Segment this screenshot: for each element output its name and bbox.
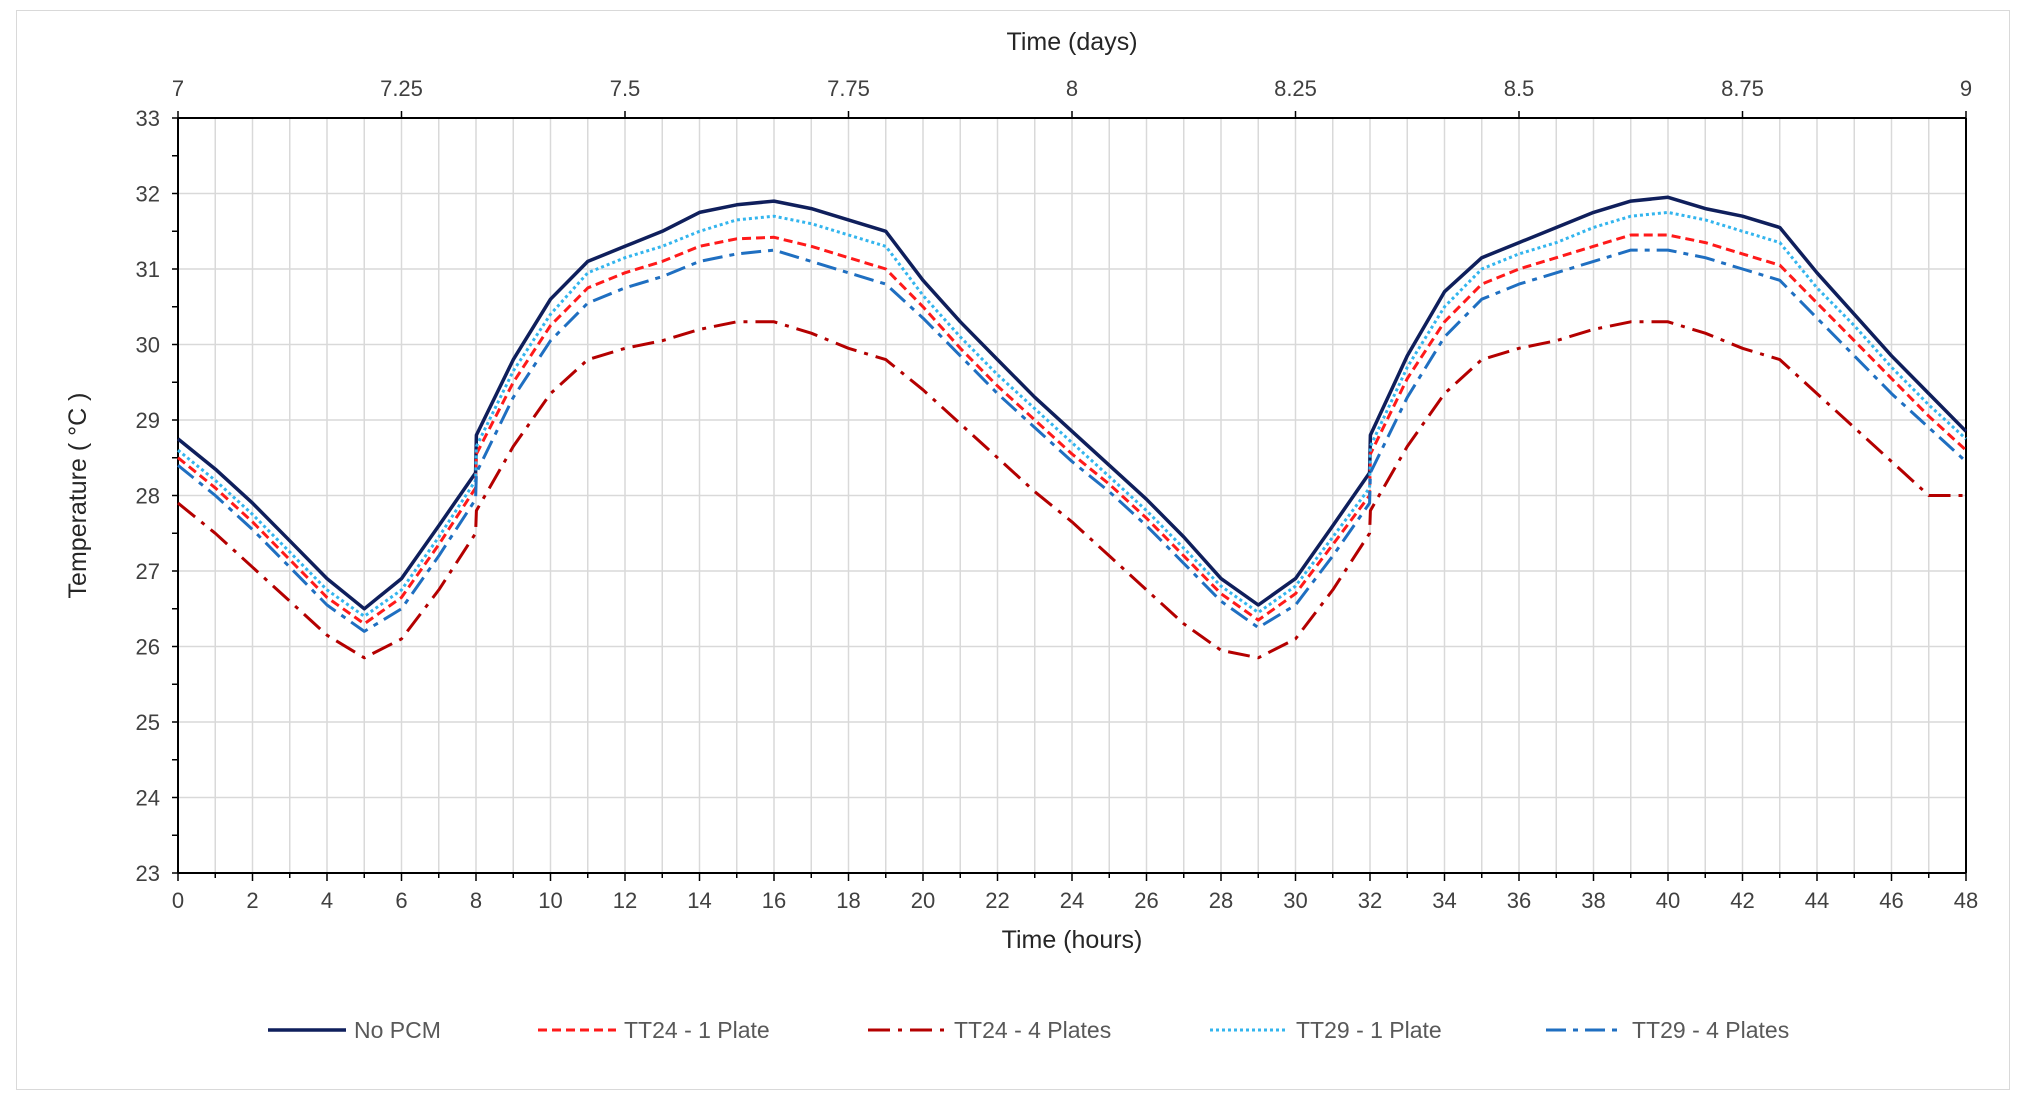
x-tick-label: 4 bbox=[321, 888, 333, 913]
y-tick-label: 24 bbox=[136, 786, 160, 811]
x-tick-label: 20 bbox=[911, 888, 935, 913]
tick-labels: 0 2 4 6 8 10 12 14 16 18 20 22 24 26 28 30 32 34 36 38 40 42 4… bbox=[136, 76, 1979, 913]
y-tick-label: 32 bbox=[136, 182, 160, 207]
x-tick-label: 48 bbox=[1954, 888, 1978, 913]
legend: No PCM TT24 - 1 Plate TT24 - 4 Plates TT29 … bbox=[268, 1017, 1789, 1043]
x-tick-label: 34 bbox=[1432, 888, 1456, 913]
x-tick-label: 30 bbox=[1283, 888, 1307, 913]
x-tick-label: 14 bbox=[687, 888, 711, 913]
y-axis-title: Temperature ( °C ) bbox=[64, 393, 92, 599]
x-tick-label: 36 bbox=[1507, 888, 1531, 913]
series-lines bbox=[176, 195, 1968, 660]
x-tick-label: 6 bbox=[395, 888, 407, 913]
top-tick-label: 7.5 bbox=[610, 76, 641, 101]
x-tick-label: 26 bbox=[1134, 888, 1158, 913]
legend-label: TT29 - 4 Plates bbox=[1632, 1017, 1789, 1043]
top-tick-label: 8.75 bbox=[1721, 76, 1764, 101]
top-tick-label: 7.75 bbox=[827, 76, 870, 101]
y-tick-label: 25 bbox=[136, 710, 160, 735]
x-tick-label: 10 bbox=[538, 888, 562, 913]
x-tick-label: 2 bbox=[246, 888, 258, 913]
top-axis-title: Time (days) bbox=[1006, 28, 1137, 56]
x-tick-label: 32 bbox=[1358, 888, 1382, 913]
y-tick-label: 30 bbox=[136, 333, 160, 358]
x-tick-label: 46 bbox=[1879, 888, 1903, 913]
top-tick-label: 8.25 bbox=[1274, 76, 1317, 101]
legend-label: TT24 - 4 Plates bbox=[954, 1017, 1111, 1043]
top-tick-label: 8.5 bbox=[1504, 76, 1535, 101]
series-line-tt29-1-plate bbox=[177, 210, 1968, 618]
x-tick-label: 38 bbox=[1581, 888, 1605, 913]
legend-label: TT24 - 1 Plate bbox=[624, 1017, 770, 1043]
legend-label: No PCM bbox=[354, 1017, 441, 1043]
y-tick-label: 33 bbox=[136, 106, 160, 131]
y-tick-label: 28 bbox=[136, 484, 160, 509]
top-tick-label: 7.25 bbox=[380, 76, 423, 101]
x-tick-label: 12 bbox=[613, 888, 637, 913]
x-tick-label: 24 bbox=[1060, 888, 1084, 913]
series-line-tt29-4-plates bbox=[177, 248, 1968, 633]
x-tick-label: 18 bbox=[836, 888, 860, 913]
x-tick-label: 22 bbox=[985, 888, 1009, 913]
x-tick-label: 42 bbox=[1730, 888, 1754, 913]
x-tick-label: 28 bbox=[1209, 888, 1233, 913]
y-tick-label: 29 bbox=[136, 408, 160, 433]
legend-label: TT29 - 1 Plate bbox=[1296, 1017, 1442, 1043]
x-tick-label: 8 bbox=[470, 888, 482, 913]
x-tick-label: 16 bbox=[762, 888, 786, 913]
series-line-tt24-4-plates bbox=[177, 320, 1966, 660]
x-tick-label: 40 bbox=[1656, 888, 1680, 913]
axes bbox=[172, 111, 1967, 881]
grid-lines bbox=[178, 117, 1966, 873]
y-tick-label: 31 bbox=[136, 257, 160, 282]
x-tick-label: 44 bbox=[1805, 888, 1829, 913]
y-tick-label: 26 bbox=[136, 635, 160, 660]
x-axis-title: Time (hours) bbox=[1002, 926, 1143, 954]
top-tick-label: 8 bbox=[1066, 76, 1078, 101]
y-tick-label: 27 bbox=[136, 559, 160, 584]
top-tick-label: 9 bbox=[1960, 76, 1972, 101]
y-tick-label: 23 bbox=[136, 861, 160, 886]
top-tick-label: 7 bbox=[172, 76, 184, 101]
chart-frame bbox=[16, 10, 2010, 1090]
x-tick-label: 0 bbox=[172, 888, 184, 913]
